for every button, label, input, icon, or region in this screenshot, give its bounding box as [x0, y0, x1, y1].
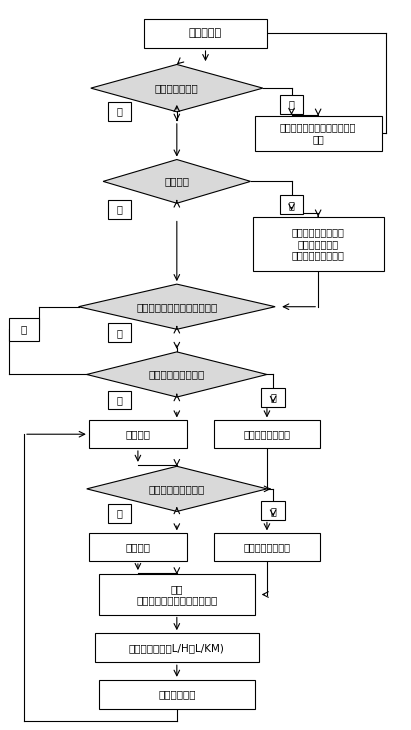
Text: 否: 否 — [289, 99, 294, 109]
Text: 存储本周期已运行时
间、行驶里程、
掉电时油泵工作状态: 存储本周期已运行时 间、行驶里程、 掉电时油泵工作状态 — [292, 228, 344, 261]
Text: 计算
运行时间、行驶里程、耗油量: 计算 运行时间、行驶里程、耗油量 — [136, 584, 217, 605]
Bar — [144, 19, 267, 48]
Text: 检测是否低油位信号: 检测是否低油位信号 — [149, 369, 205, 380]
Text: 是: 是 — [117, 509, 122, 518]
Bar — [108, 391, 132, 410]
Bar — [279, 195, 303, 214]
Bar — [108, 323, 132, 342]
Text: 关: 关 — [117, 328, 122, 338]
Bar — [108, 504, 132, 523]
Text: 是: 是 — [117, 107, 122, 117]
Bar — [214, 534, 320, 561]
Bar — [108, 102, 132, 121]
Text: 初始化自检: 初始化自检 — [189, 28, 222, 39]
Text: 是: 是 — [117, 395, 122, 405]
Text: 是否掉电: 是否掉电 — [164, 177, 189, 186]
Text: 计算平均油耗（L/H、L/KM): 计算平均油耗（L/H、L/KM) — [129, 642, 225, 653]
Polygon shape — [87, 352, 267, 397]
Text: 存储本周期已运行时间、行驶
里程: 存储本周期已运行时间、行驶 里程 — [280, 123, 356, 144]
Bar — [255, 116, 382, 151]
Bar — [99, 680, 255, 709]
Text: 否: 否 — [270, 392, 276, 402]
Bar — [9, 318, 39, 341]
Text: 油泵状态保持不变: 油泵状态保持不变 — [243, 429, 291, 439]
Polygon shape — [87, 466, 267, 512]
Polygon shape — [103, 160, 251, 203]
Text: 发动机是否运行: 发动机是否运行 — [155, 83, 199, 93]
Bar — [89, 534, 187, 561]
Text: 关闭油泵: 关闭油泵 — [125, 542, 150, 552]
Bar — [89, 420, 187, 448]
Bar — [99, 575, 255, 615]
Text: 否: 否 — [270, 506, 276, 515]
Text: 油泵状态保持不变: 油泵状态保持不变 — [243, 542, 291, 552]
Polygon shape — [91, 64, 263, 112]
Bar — [108, 199, 132, 218]
Bar — [261, 388, 285, 407]
Text: 是: 是 — [289, 200, 294, 210]
Bar — [279, 95, 303, 114]
Bar — [261, 502, 285, 520]
Text: 检测是否高油位信号: 检测是否高油位信号 — [149, 484, 205, 494]
Bar — [95, 633, 259, 662]
Text: 否: 否 — [117, 204, 122, 214]
Text: 显示平均油耗: 显示平均油耗 — [158, 689, 196, 699]
Polygon shape — [79, 284, 275, 329]
Text: 打开油泵: 打开油泵 — [125, 429, 150, 439]
Text: 读取掉电油泵工作状态并清除: 读取掉电油泵工作状态并清除 — [136, 301, 217, 312]
Bar — [214, 420, 320, 448]
Bar — [253, 217, 384, 272]
Text: 开: 开 — [21, 324, 27, 334]
